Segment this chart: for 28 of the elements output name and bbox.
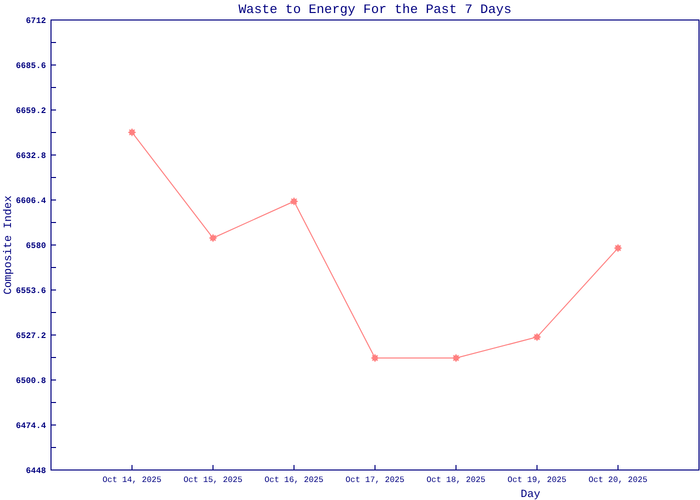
x-axis-title: Day: [520, 489, 541, 500]
y-tick-label: 6580: [26, 240, 46, 251]
y-tick-label: 6659.2: [16, 106, 46, 116]
point: [614, 244, 622, 252]
point: [128, 128, 136, 137]
x-tick-label: Oct 14, 2025: [102, 476, 162, 485]
y-tick-label: 6553.6: [16, 286, 46, 296]
point: [532, 332, 542, 342]
y-tick-label: 6474.4: [16, 420, 46, 431]
y-axis-title: Composite Index: [3, 195, 15, 295]
y-tick-label: 6632.8: [16, 150, 46, 161]
x-tick-label: Oct 16, 2025: [264, 476, 324, 485]
point: [208, 234, 218, 242]
point: [370, 354, 380, 362]
y-tick-label: 6527.2: [16, 330, 46, 341]
x-tick-label: Oct 20, 2025: [588, 476, 648, 485]
point: [290, 197, 298, 206]
x-tick-label: Oct 17, 2025: [346, 476, 405, 485]
x-tick-label: Oct 18, 2025: [426, 476, 486, 485]
y-tick-label: 6685.6: [16, 60, 46, 71]
point: [452, 354, 460, 362]
y-tick-label: 6500.8: [16, 376, 46, 386]
x-tick-label: Oct 15, 2025: [184, 476, 243, 485]
y-tick-label: 6712: [26, 16, 46, 26]
x-tick-label: Oct 19, 2025: [508, 476, 567, 485]
y-tick-label: 6606.4: [16, 196, 46, 206]
y-tick-label: 6448: [26, 466, 46, 476]
chart-title: Waste to Energy For the Past 7 Days: [238, 2, 512, 17]
